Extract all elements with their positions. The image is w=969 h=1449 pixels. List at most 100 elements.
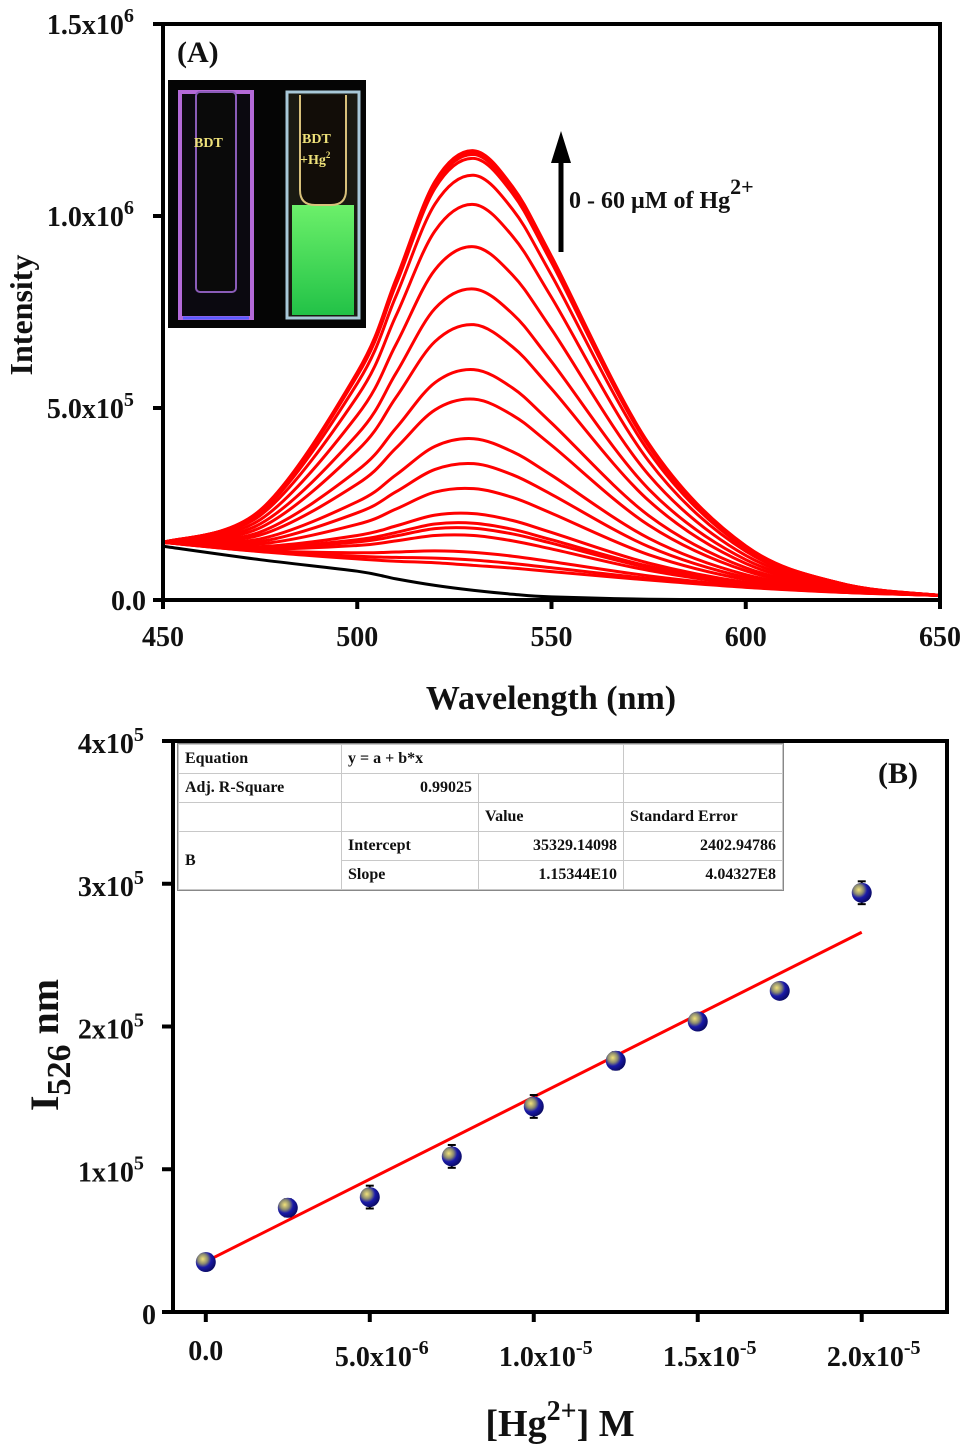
x-tick-label-exp: -6 — [412, 1337, 429, 1359]
x-tick-label-base: 5.0x10 — [335, 1342, 412, 1373]
data-marker — [687, 1011, 708, 1032]
y-tick-label-base: 3x10 — [78, 872, 134, 903]
table-cell: 0.99025 — [341, 773, 479, 803]
x-tick-label: 550 — [531, 622, 573, 653]
table-row: Value Standard Error — [178, 802, 783, 832]
up-arrow-head-icon — [551, 131, 571, 163]
annotation-sup: 2+ — [730, 174, 754, 199]
table-cell — [623, 744, 783, 774]
cuvette-bdt-hg — [285, 90, 361, 320]
x-tick-label-base: 1.0x10 — [499, 1342, 576, 1373]
y-tick-label: 1.0x106 — [47, 197, 134, 233]
table-cell: Standard Error — [623, 802, 783, 832]
y-tick-label: 3x105 — [78, 867, 144, 903]
table-cell — [478, 773, 624, 803]
fit-results-table: Equation y = a + b*x Adj. R-Square 0.990… — [177, 743, 784, 891]
table-cell: Value — [478, 802, 624, 832]
titration-spectrum-line — [162, 323, 941, 597]
x-title-post: ] M — [577, 1403, 635, 1445]
data-point — [851, 880, 872, 906]
inset-label-hg: +Hg2 — [300, 150, 331, 168]
table-cell: Equation — [178, 744, 342, 774]
x-tick-label: 650 — [919, 622, 961, 653]
y-tick-label-base: 4x10 — [78, 729, 134, 760]
table-row: Adj. R-Square 0.99025 — [178, 773, 783, 803]
y-tick-label: 1.5x106 — [47, 5, 134, 41]
table-row: Slope 1.15344E10 4.04327E8 — [179, 860, 783, 890]
data-marker — [769, 980, 790, 1001]
y-tick-label-base: 1.0x10 — [47, 202, 124, 233]
y-title-sub: 526 — [41, 1045, 78, 1096]
data-point — [359, 1184, 380, 1210]
titration-spectrum-line — [162, 245, 941, 597]
titration-spectrum-line — [162, 287, 941, 597]
panel-a-y-axis-title: Intensity — [3, 255, 39, 376]
data-point — [605, 1050, 626, 1071]
inset-label-bdt-2: BDT — [302, 132, 331, 147]
data-marker — [441, 1146, 462, 1167]
titration-arrow-annotation: 0 - 60 µM of Hg2+ — [551, 131, 754, 252]
titration-spectrum-line — [162, 461, 941, 597]
inset-label-bdt: BDT — [194, 136, 223, 151]
y-tick-label-exp: 5 — [134, 1010, 144, 1032]
data-point — [277, 1197, 298, 1218]
x-tick-label: 600 — [725, 622, 767, 653]
table-cell: B — [178, 831, 342, 890]
y-tick-label-exp: 6 — [124, 197, 134, 219]
panel-a-label: (A) — [177, 36, 219, 69]
y-tick-label-exp: 5 — [134, 867, 144, 889]
x-tick-label-base: 0.0 — [188, 1336, 223, 1367]
x-title-pre: [Hg — [485, 1403, 546, 1445]
emission-spectra — [162, 149, 941, 602]
x-tick-label: 2.0x10-5 — [827, 1337, 921, 1373]
table-cell: y = a + b*x — [341, 744, 624, 774]
y-tick-label: 4x105 — [78, 724, 144, 760]
y-title-main: I — [22, 1096, 67, 1112]
y-tick-label-base: 0 — [142, 1300, 156, 1331]
table-cell: Slope — [341, 860, 479, 890]
y-tick-label-base: 1x10 — [78, 1157, 134, 1188]
titration-spectrum-line — [162, 511, 941, 597]
titration-spectrum-line — [162, 149, 941, 597]
panel-b-x-axis-title: [Hg2+] M — [485, 1396, 634, 1445]
y-tick-label: 5.0x105 — [47, 389, 134, 425]
x-tick-label: 0.0 — [188, 1336, 223, 1367]
y-tick-label: 0 — [142, 1300, 156, 1331]
data-point — [441, 1143, 462, 1169]
data-marker — [851, 882, 872, 903]
y-tick-label-base: 0.0 — [111, 586, 146, 617]
panel-a-spectra: 450 500 550 600 6500.05.0x1051.0x1061.5x106 … — [3, 5, 961, 717]
data-point — [195, 1252, 216, 1273]
titration-spectrum-line — [162, 202, 941, 597]
x-tick-label-exp: -5 — [576, 1337, 593, 1359]
panel-a-x-axis-title: Wavelength (nm) — [426, 680, 676, 717]
x-tick-label: 1.0x10-5 — [499, 1337, 593, 1373]
data-marker — [523, 1096, 544, 1117]
x-tick-label-exp: -5 — [740, 1337, 757, 1359]
annotation-main: 0 - 60 µM of Hg — [569, 188, 730, 214]
y-tick-label-exp: 6 — [124, 5, 134, 27]
y-title-post: nm — [22, 979, 67, 1045]
table-cell: 2402.94786 — [623, 831, 783, 861]
x-title-sup: 2+ — [547, 1396, 577, 1427]
table-cell: Adj. R-Square — [178, 773, 342, 803]
x-tick-label-base: 2.0x10 — [827, 1342, 904, 1373]
table-row: Equation y = a + b*x — [178, 744, 783, 774]
titration-spectrum-line — [162, 486, 941, 597]
y-tick-label-base: 5.0x10 — [47, 394, 124, 425]
x-tick-label: 450 — [142, 622, 184, 653]
titration-spectrum-line — [162, 437, 941, 597]
table-cell — [623, 773, 783, 803]
table-cell — [341, 802, 479, 832]
y-tick-label: 0.0 — [111, 586, 146, 617]
y-tick-label-exp: 5 — [134, 1152, 144, 1174]
inset-label-hg-base: +Hg — [300, 153, 326, 168]
data-point — [687, 1011, 708, 1032]
inset-label-hg-sup: 2 — [326, 150, 331, 160]
panel-b-y-axis-title: I526 nm — [22, 979, 78, 1111]
titration-spectrum-line — [162, 368, 941, 597]
data-points — [195, 880, 872, 1273]
data-marker — [195, 1252, 216, 1273]
